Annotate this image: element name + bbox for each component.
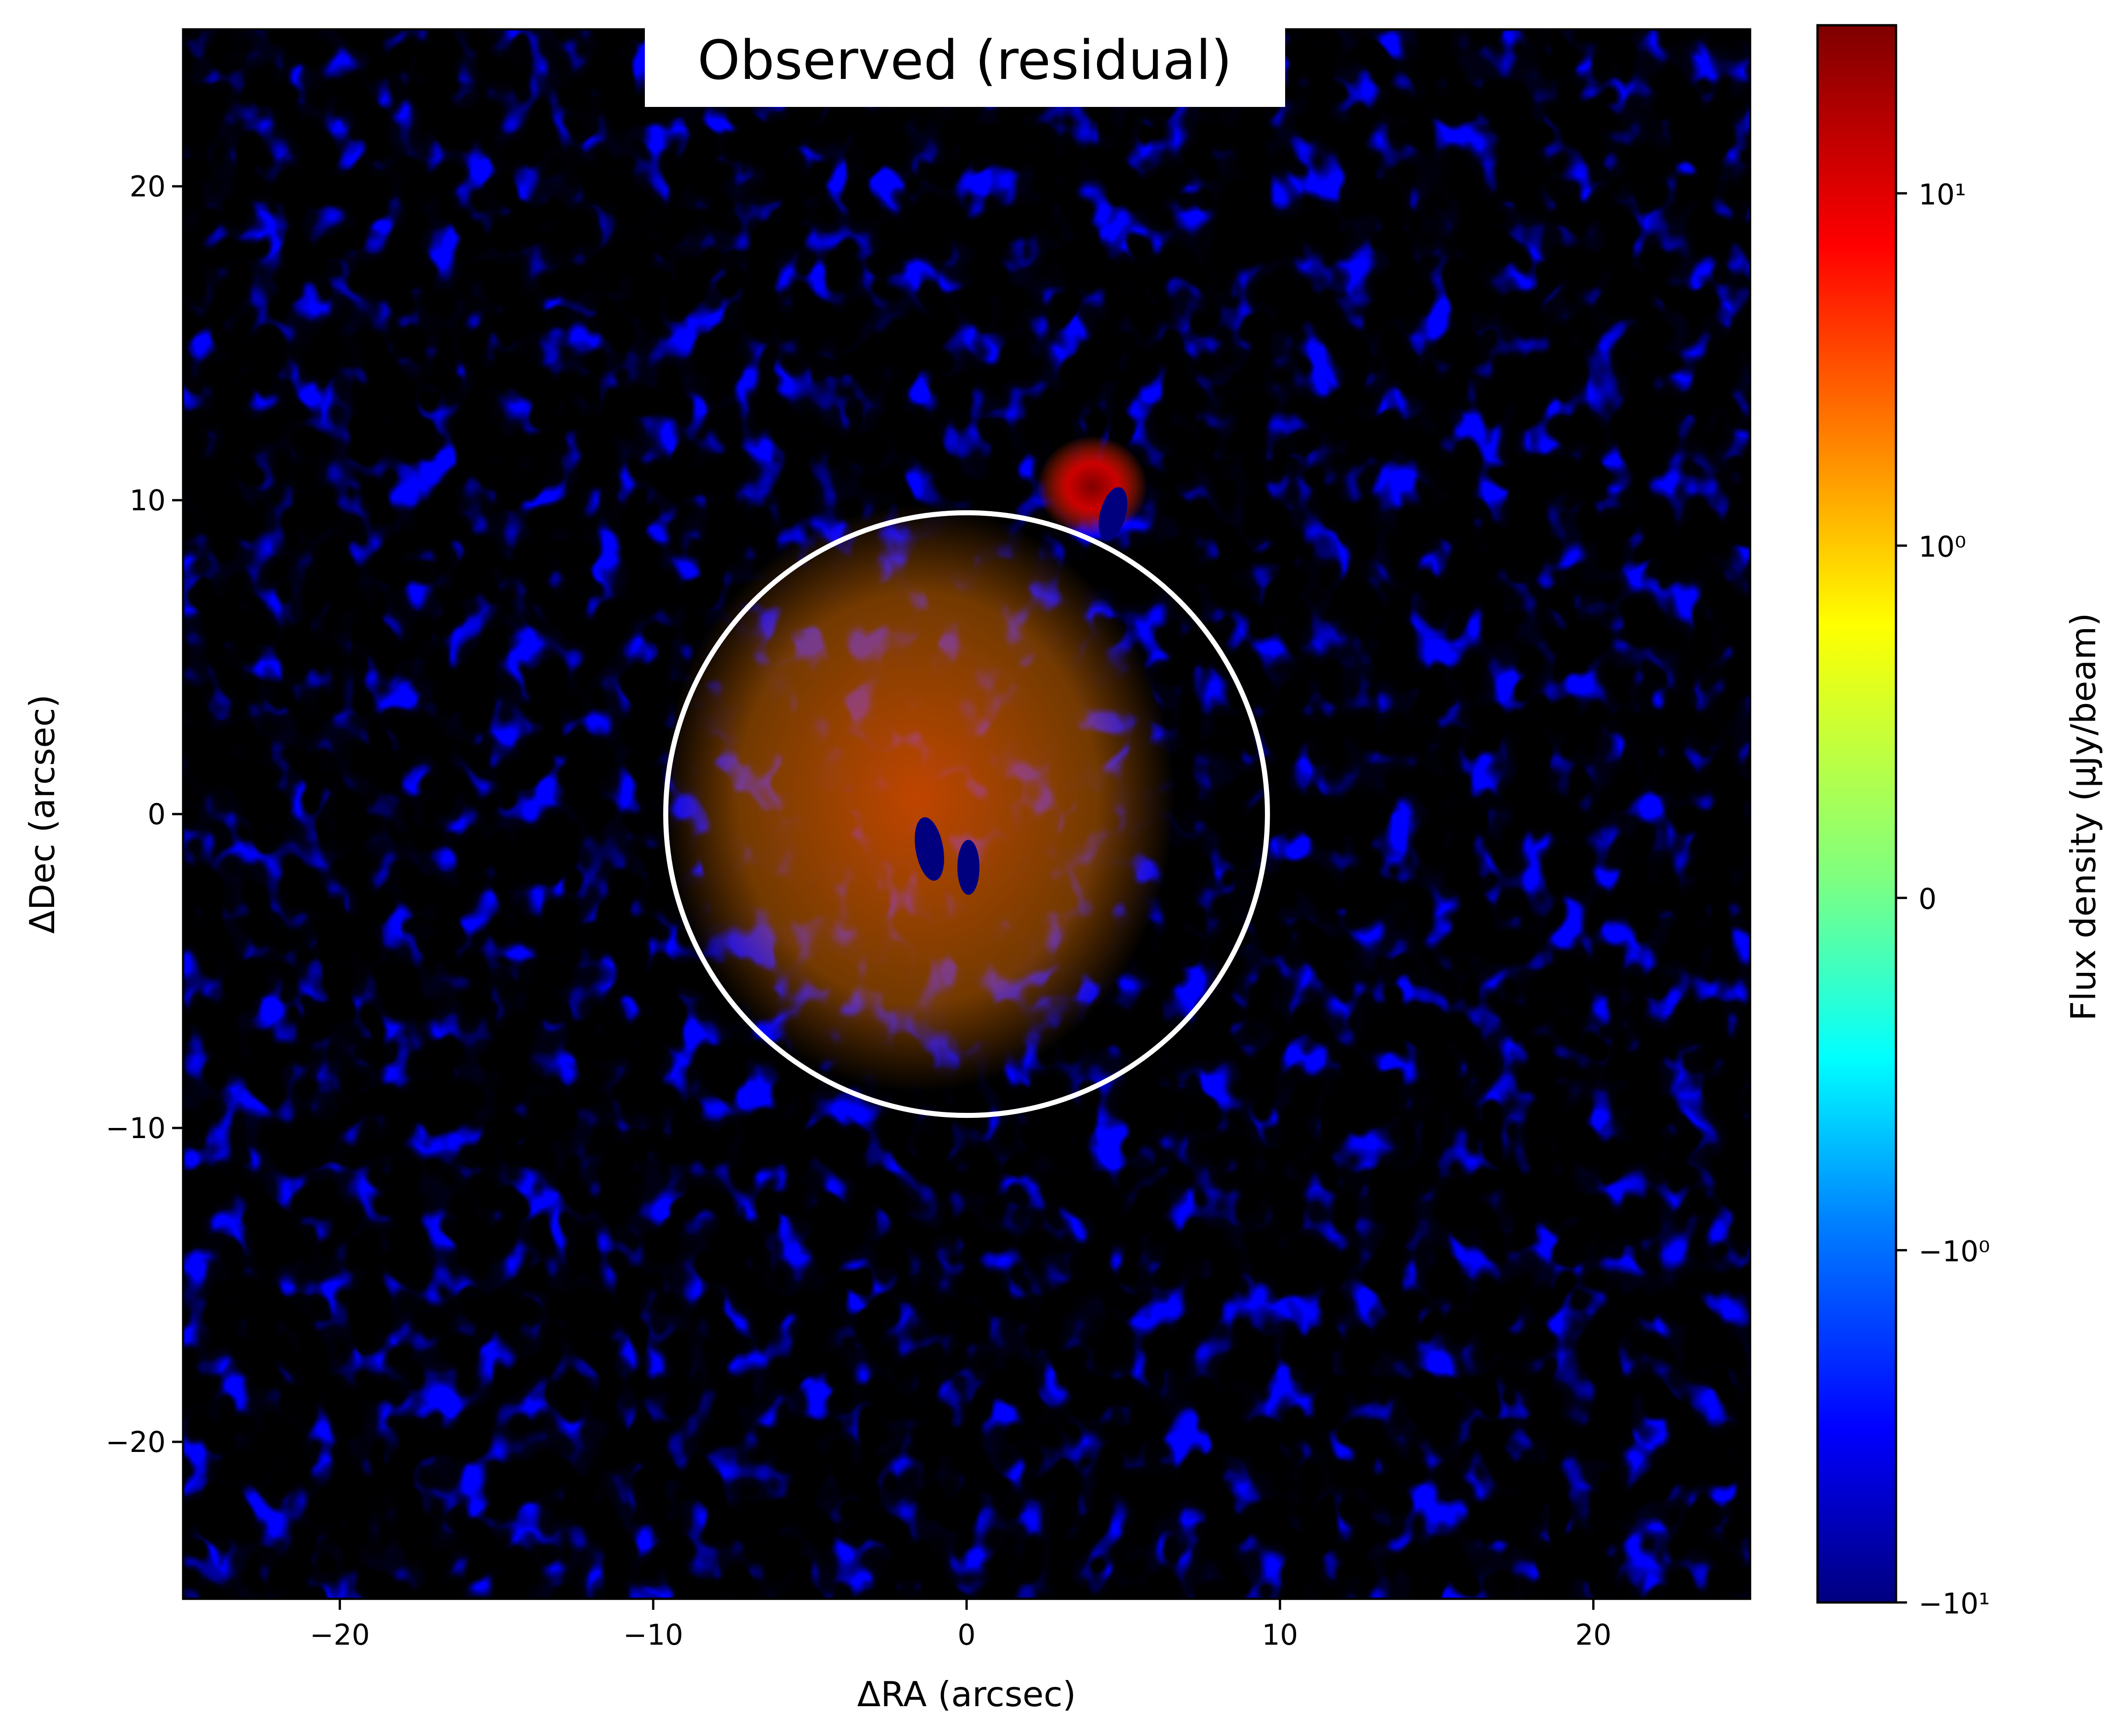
y-tick-label: 0 bbox=[148, 798, 166, 831]
y-tick-label: 20 bbox=[129, 170, 166, 203]
colorbar: 10¹ 10⁰ 0 −10⁰ −10¹ Flux density (μJy/beam) bbox=[1816, 24, 2103, 1620]
y-tick-label: 10 bbox=[129, 484, 166, 517]
x-tick-label: −20 bbox=[310, 1618, 370, 1652]
colorbar-tick-label: −10⁰ bbox=[1918, 1234, 1990, 1268]
y-tick-label: −20 bbox=[106, 1425, 166, 1459]
colorbar-tick-label: 0 bbox=[1918, 882, 1936, 916]
aperture-circle bbox=[663, 510, 1270, 1118]
colorbar-label: Flux density (μJy/beam) bbox=[2063, 613, 2103, 1021]
x-tick-label: −10 bbox=[623, 1618, 683, 1652]
x-tick-label: 10 bbox=[1262, 1618, 1298, 1652]
colorbar-tick-label: 10¹ bbox=[1918, 178, 1966, 211]
x-tick-label: 0 bbox=[957, 1618, 975, 1652]
chart-title: Observed (residual) bbox=[698, 28, 1232, 92]
x-tick-label: 20 bbox=[1575, 1618, 1611, 1652]
colorbar-tick-label: 10⁰ bbox=[1918, 530, 1966, 564]
y-tick-label: −10 bbox=[106, 1111, 166, 1145]
x-axis-label: ΔRA (arcsec) bbox=[857, 1674, 1076, 1714]
colorbar-tick-label: −10¹ bbox=[1918, 1587, 1990, 1620]
y-axis-label: ΔDec (arcsec) bbox=[22, 694, 62, 934]
colorbar-gradient bbox=[1816, 24, 1897, 1604]
title-background bbox=[645, 25, 1285, 107]
heatmap-image bbox=[183, 29, 1750, 1599]
